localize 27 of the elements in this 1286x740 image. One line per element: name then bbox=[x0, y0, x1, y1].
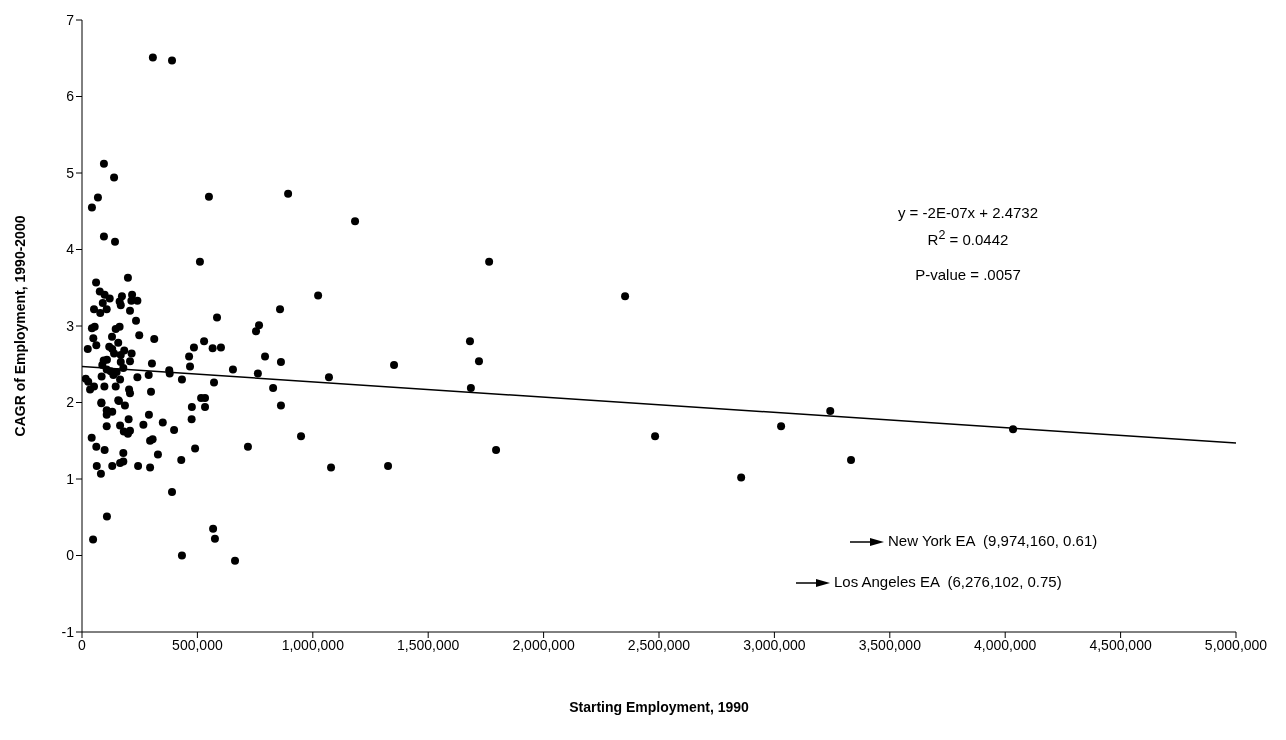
x-tick-label: 2,000,000 bbox=[512, 636, 575, 653]
y-tick-label: -1 bbox=[61, 623, 75, 640]
y-tick-label: 3 bbox=[66, 317, 75, 334]
x-tick-label: 4,000,000 bbox=[974, 636, 1037, 653]
annotation: Los Angeles EA (6,276,102, 0.75) bbox=[834, 573, 1063, 590]
x-tick-label: 5,000,000 bbox=[1204, 636, 1268, 653]
y-tick-label: 5 bbox=[66, 164, 75, 181]
y-tick-label: 4 bbox=[66, 241, 75, 258]
x-tick-label: 500,000 bbox=[172, 636, 223, 653]
x-tick-label: 3,000,000 bbox=[743, 636, 806, 653]
annotation: y = -2E-07x + 2.4732 bbox=[896, 204, 1040, 221]
annotation: P-value = .0057 bbox=[914, 266, 1022, 283]
x-tick-label: 1,500,000 bbox=[397, 636, 460, 653]
y-tick-label: 6 bbox=[66, 88, 75, 105]
annotation: R$^{2}$ = 0.0442 bbox=[926, 228, 1010, 248]
x-axis-title: Starting Employment, 1990 bbox=[569, 699, 750, 715]
annotation: New York EA (9,974,160, 0.61) bbox=[888, 532, 1099, 549]
x-tick-label: 3,500,000 bbox=[858, 636, 922, 653]
y-tick-label: 7 bbox=[66, 11, 75, 28]
x-tick-label: 0 bbox=[78, 636, 87, 653]
x-tick-label: 2,500,000 bbox=[627, 636, 691, 653]
y-axis-title: CAGR of Employment, 1990-2000 bbox=[11, 215, 28, 437]
x-tick-label: 1,000,000 bbox=[281, 636, 345, 653]
x-tick-label: 4,500,000 bbox=[1089, 636, 1152, 653]
y-tick-label: 0 bbox=[66, 547, 75, 564]
y-tick-label: 1 bbox=[66, 470, 75, 487]
y-tick-label: 2 bbox=[66, 394, 75, 411]
